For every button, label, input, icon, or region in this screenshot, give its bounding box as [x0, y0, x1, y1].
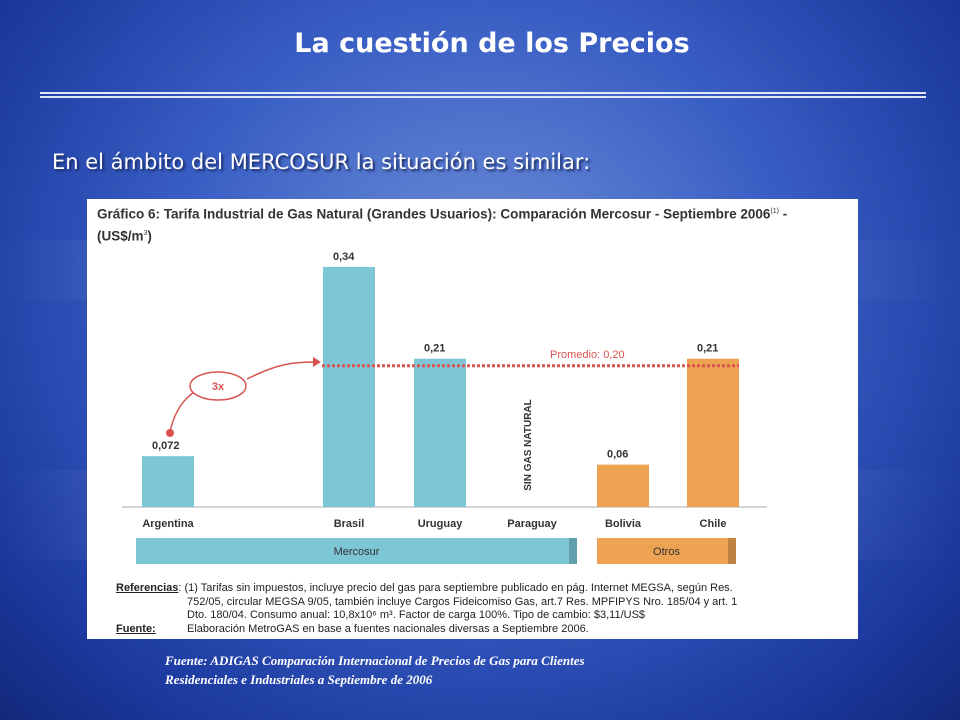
notes: Referencias: (1) Tarifas sin impuestos, … [116, 582, 737, 636]
bar [414, 358, 466, 507]
group-band-end [569, 538, 577, 564]
value-label: 0,21 [424, 343, 445, 355]
annotation-dot [166, 429, 174, 437]
chart: 3x SIN GAS NATURAL Argentina 0,072 Brasil 0… [122, 251, 767, 564]
reference-line: Dto. 180/04. Consumo anual: 10,8x10⁶ m³.… [187, 609, 646, 621]
source: Fuente: Elaboración MetroGAS en base a fu… [116, 623, 737, 637]
source-text: Elaboración MetroGAS en base a fuentes n… [187, 622, 589, 635]
x-tick-label: Uruguay [418, 518, 464, 530]
annotation: 3x [212, 381, 225, 393]
arrow-head [313, 357, 321, 367]
reference-line: : (1) Tarifas sin impuestos, incluye pre… [178, 582, 733, 594]
chart-title: Gráfico 6: Tarifa Industrial de Gas Natu… [97, 206, 771, 222]
x-tick-label: Chile [700, 518, 727, 530]
average-label: Promedio: 0,20 [550, 349, 625, 361]
group-band [597, 538, 736, 564]
bar [323, 266, 375, 507]
bar [142, 456, 194, 507]
value-label: 0,06 [607, 449, 628, 461]
group-band [136, 538, 577, 564]
title-rule [40, 96, 926, 98]
group-label: Mercosur [334, 546, 380, 558]
unit-end: ) [147, 228, 152, 243]
x-tick-label: Brasil [334, 518, 365, 530]
value-label: 0,34 [333, 251, 355, 263]
x-tick-label: Paraguay [507, 518, 557, 530]
annotation-arrow [246, 361, 316, 380]
group-band-end [728, 538, 736, 564]
title-note: (1) [770, 208, 780, 215]
value-label: 0,21 [697, 343, 718, 355]
footer-line: Fuente: ADIGAS Comparación Internacional… [165, 653, 585, 668]
chart-title-block: Gráfico 6: Tarifa Industrial de Gas Natu… [97, 202, 797, 245]
source-label: Fuente: [116, 622, 156, 635]
unit-sup: 3 [143, 229, 148, 237]
footer-line: Residenciales e Industriales a Septiembr… [165, 672, 433, 687]
reference-line: 752/05, circular MEGSA 9/05, también inc… [187, 595, 738, 608]
bar [597, 464, 649, 507]
value-label: 0,072 [152, 440, 180, 452]
group-label: Otros [653, 546, 680, 558]
subtitle: En el ámbito del MERCOSUR la situación e… [52, 150, 591, 174]
bar [687, 358, 739, 507]
references-label: Referencias [116, 582, 179, 594]
title-rule [40, 92, 926, 94]
footer-source: Fuente: ADIGAS Comparación Internacional… [165, 651, 585, 689]
no-data-label: SIN GAS NATURAL [523, 399, 534, 490]
annotation-bubble [189, 371, 247, 401]
x-tick-label: Argentina [142, 518, 194, 530]
slide-title: La cuestión de los Precios [294, 28, 690, 59]
x-tick-label: Bolivia [605, 518, 642, 530]
unit: - (US$/m [97, 206, 788, 244]
chart-panel: Gráfico 6: Tarifa Industrial de Gas Natu… [87, 199, 858, 639]
references: Referencias: (1) Tarifas sin impuestos, … [116, 582, 737, 596]
